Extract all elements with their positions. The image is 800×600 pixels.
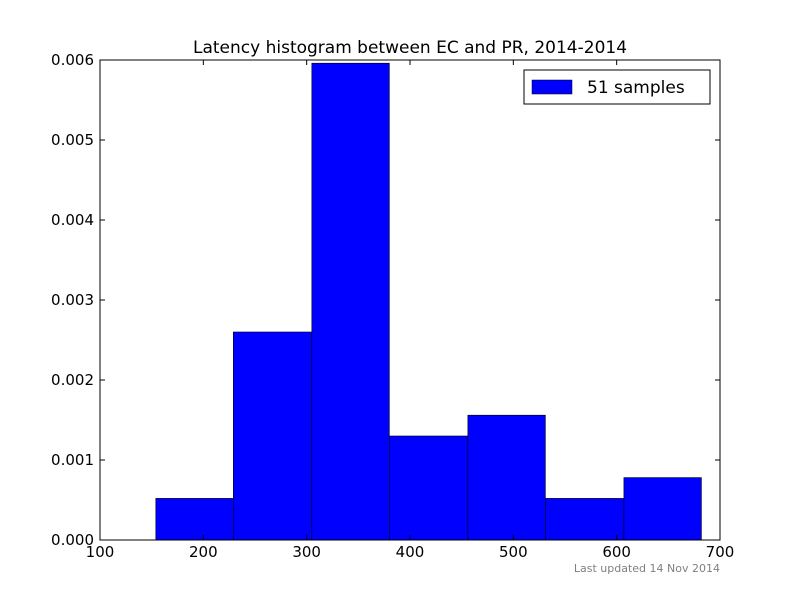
- last-updated-note: Last updated 14 Nov 2014: [573, 562, 720, 575]
- axis-ticks: 100 200 300 400 500 600 700 0.000 0.001 0.002 0.00…: [51, 51, 734, 561]
- x-tick-label: 200: [189, 543, 218, 561]
- chart-title: Latency histogram between EC and PR, 201…: [193, 38, 627, 58]
- y-tick-label: 0.002: [51, 371, 94, 389]
- histogram-bar-0: [155, 498, 234, 541]
- y-tick-label: 0.003: [51, 291, 94, 309]
- histogram-bar-1: [233, 331, 313, 541]
- y-tick-label: 0.000: [51, 531, 94, 549]
- y-tick-label: 0.004: [51, 211, 94, 229]
- histogram-bar-2: [311, 62, 390, 541]
- y-tick-label: 0.001: [51, 451, 94, 469]
- x-tick-label: 500: [499, 543, 528, 561]
- legend-label: 51 samples: [587, 78, 685, 98]
- x-tick-label: 700: [706, 543, 735, 561]
- x-tick-label: 300: [292, 543, 321, 561]
- x-tick-label: 400: [396, 543, 425, 561]
- legend-swatch: [531, 79, 573, 95]
- x-tick-label: 600: [602, 543, 631, 561]
- y-tick-label: 0.005: [51, 131, 94, 149]
- histogram-bar-3: [389, 435, 469, 541]
- histogram-bar-6: [623, 477, 702, 541]
- histogram-bars: [155, 62, 702, 541]
- legend: 51 samples: [523, 69, 711, 105]
- histogram-bar-5: [545, 498, 625, 541]
- x-tick-label: 100: [86, 543, 115, 561]
- histogram-bar-4: [467, 414, 546, 541]
- y-tick-label: 0.006: [51, 51, 94, 69]
